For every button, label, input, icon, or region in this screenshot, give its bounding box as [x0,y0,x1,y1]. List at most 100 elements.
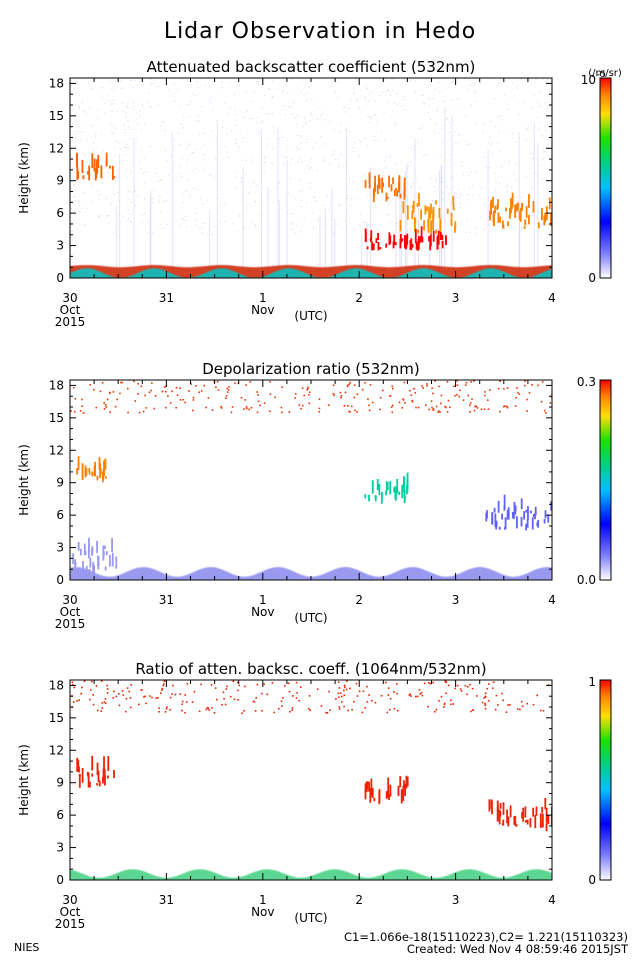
noise-dot [433,710,436,713]
noise-dot [462,173,464,175]
cloud-mark [525,523,527,531]
noise-dot [143,83,145,85]
column-streak [533,123,535,278]
noise-dot [376,120,378,122]
noise-dot [256,80,258,82]
noise-dot [79,409,82,412]
noise-dot [384,139,386,141]
noise-dot [308,86,310,88]
noise-dot [435,405,438,408]
noise-dot [280,406,283,409]
cloud-mark [507,221,509,227]
cloud-mark [374,495,377,499]
noise-dot [480,408,483,411]
noise-dot [198,120,200,122]
noise-dot [174,100,176,102]
x-tick-label: 30 [62,893,77,907]
noise-dot [456,380,459,382]
noise-dot [238,146,240,148]
noise-dot [182,398,184,401]
noise-dot [72,683,74,686]
noise-dot [291,222,293,224]
cloud-mark [394,486,397,500]
colorbar-max-exponent: -5 [597,70,606,80]
noise-dot [192,399,195,401]
aerosol_plume-mark [79,548,82,556]
noise-dot [202,154,205,156]
noise-dot [299,686,302,689]
noise-dot [129,80,132,82]
noise-dot [86,138,89,140]
noise-dot [125,697,128,700]
cloud-mark [522,807,525,822]
noise-dot [222,127,224,129]
cloud-mark [87,171,89,175]
noise-dot [196,80,198,82]
noise-dot [460,165,462,167]
noise-dot [459,193,462,195]
noise-dot [84,165,86,167]
noise-dot [195,167,197,169]
noise-dot [305,123,307,125]
noise-dot [499,380,501,382]
noise-dot [236,176,238,178]
noise-dot [352,181,354,183]
noise-dot [439,154,441,156]
noise-dot [300,230,302,232]
noise-dot [269,393,272,396]
noise-dot [104,698,107,700]
noise-dot [211,233,214,235]
noise-dot [424,154,427,156]
noise-dot [127,218,130,220]
noise-dot [470,84,472,86]
cloud-mark [88,467,91,473]
noise-dot [442,181,444,183]
noise-dot [370,117,372,119]
noise-dot [131,87,134,89]
noise-dot [281,705,283,707]
noise-dot [484,707,487,710]
plot-background [70,380,552,580]
x-tick-label: 2 [355,291,363,305]
noise-dot [344,111,346,113]
noise-dot [466,199,469,201]
noise-dot [227,388,230,391]
noise-dot [418,689,421,691]
noise-dot [484,203,486,205]
noise-dot [228,113,230,115]
noise-dot [109,391,111,394]
noise-dot [400,170,403,172]
noise-dot [139,115,141,117]
noise-dot [390,94,392,96]
colorbar-max-label: 1 [588,675,596,689]
noise-dot [387,694,390,696]
noise-dot [389,156,391,158]
noise-dot [154,394,157,397]
noise-dot [227,391,229,393]
noise-dot [161,179,163,181]
noise-dot [341,701,343,703]
noise-dot [125,154,127,156]
noise-dot [509,78,511,80]
noise-dot [203,133,205,135]
noise-dot [291,709,294,711]
noise-dot [428,104,430,106]
cloud-mark [428,206,430,219]
noise-dot [532,187,534,189]
noise-dot [454,131,456,133]
cloud-mark [452,203,455,211]
noise-dot [410,186,412,188]
noise-dot [382,92,385,94]
noise-dot [303,94,305,96]
noise-dot [244,399,246,401]
noise-dot [194,148,196,150]
low_cloud-mark [401,238,404,242]
low_cloud-mark [392,241,395,245]
noise-dot [336,97,339,99]
cloud-mark [398,491,401,496]
noise-dot [158,180,160,182]
noise-dot [423,102,425,104]
noise-dot [440,181,442,183]
y-axis-label: Height (km) [17,744,31,815]
noise-dot [250,406,253,409]
